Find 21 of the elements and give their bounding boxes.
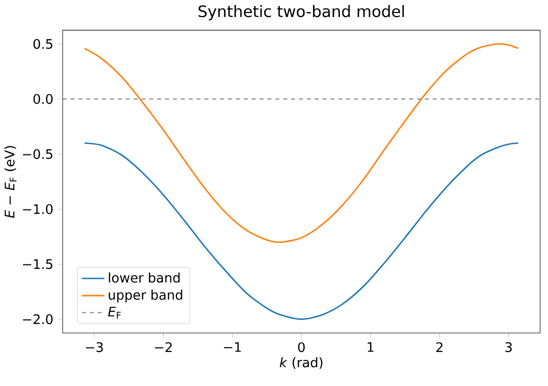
legend-label: upper band — [108, 290, 182, 302]
y-tick-label: −1.5 — [22, 259, 52, 270]
x-tick-label: 1 — [368, 342, 374, 352]
y-tick-label: 0.0 — [33, 94, 53, 104]
y-tick-label: −1.0 — [22, 204, 53, 214]
line-series — [84, 43, 520, 243]
x-tick-label: 2 — [436, 342, 442, 352]
x-tick-label: 3 — [505, 342, 512, 352]
x-tick-label: −1 — [224, 342, 241, 352]
y-tick-label: −2.0 — [22, 314, 53, 324]
legend-label: E$_{F}$ — [108, 306, 121, 319]
x-axis-title: k (rad) — [280, 357, 322, 369]
y-tick-label: −0.5 — [22, 149, 52, 160]
x-tick-label: −3 — [86, 342, 103, 352]
line-series — [84, 142, 520, 320]
x-tick-label: −2 — [154, 342, 172, 352]
x-tick-label: 0 — [298, 342, 305, 352]
legend-label: lower band — [108, 272, 180, 283]
chart-title: Synthetic two-band model — [198, 5, 404, 20]
y-tick-label: 0.5 — [33, 39, 52, 49]
y-axis-title: E − E$_{F}$ (eV) — [4, 146, 17, 218]
